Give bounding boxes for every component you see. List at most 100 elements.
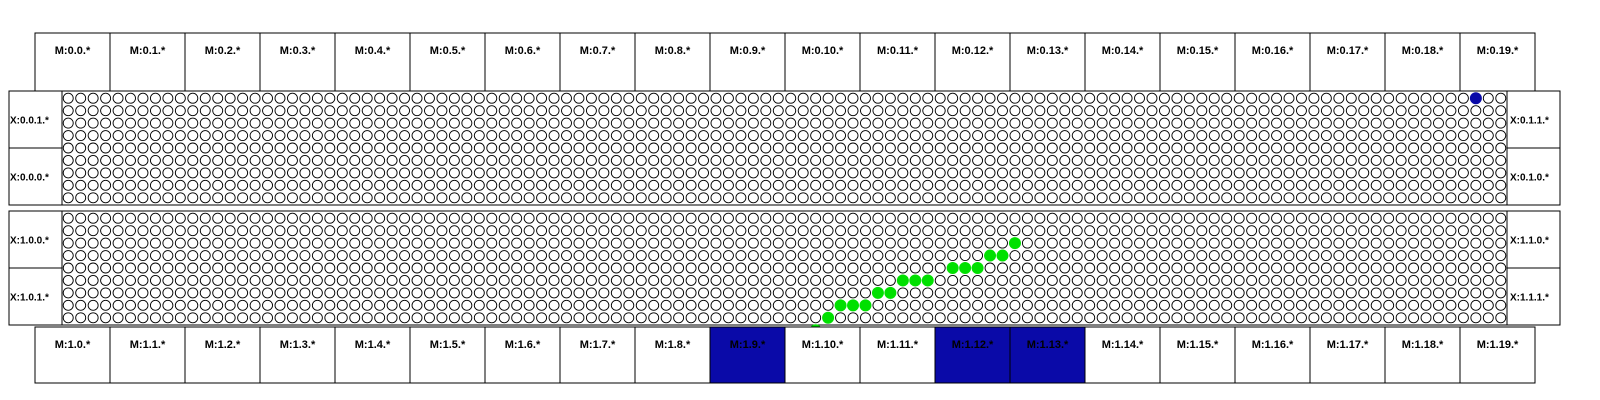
led-off: [1408, 192, 1420, 204]
led-off: [62, 250, 74, 262]
led-off: [1383, 312, 1395, 324]
led-off: [1221, 212, 1233, 224]
led-off: [1482, 167, 1494, 179]
led-off: [1183, 237, 1195, 249]
led-off: [1034, 154, 1046, 166]
led-off: [62, 130, 74, 142]
module-label: M:0.15.*: [1177, 45, 1219, 57]
led-off: [1283, 274, 1295, 286]
led-off: [386, 117, 398, 129]
led-off: [1383, 179, 1395, 191]
led-off: [112, 225, 124, 237]
led-off: [1333, 142, 1345, 154]
led-off: [947, 179, 959, 191]
led-off: [1258, 299, 1270, 311]
led-off: [561, 142, 572, 154]
led-off: [125, 130, 136, 142]
led-off: [573, 312, 585, 324]
led-off: [1096, 142, 1108, 154]
led-off: [299, 312, 311, 324]
led-off: [648, 130, 660, 142]
led-off: [336, 154, 348, 166]
led-off: [212, 250, 224, 262]
led-off: [1383, 299, 1395, 311]
led-off: [486, 154, 498, 166]
led-off: [747, 237, 759, 249]
led-off: [810, 117, 822, 129]
led-off: [897, 92, 909, 104]
led-off: [1021, 142, 1033, 154]
led-off: [262, 225, 273, 237]
led-lit-blue: [1469, 92, 1482, 105]
led-off: [448, 225, 460, 237]
led-off: [311, 92, 323, 104]
module-label: M:1.5.*: [430, 339, 466, 351]
led-off: [299, 142, 311, 154]
led-off: [1420, 179, 1432, 191]
led-off: [1059, 212, 1071, 224]
led-off: [660, 142, 672, 154]
led-off: [87, 179, 99, 191]
led-off: [847, 130, 859, 142]
led-off: [648, 312, 660, 324]
led-off: [1370, 154, 1382, 166]
led-off: [386, 312, 398, 324]
led-off: [461, 130, 473, 142]
led-off: [1271, 117, 1282, 129]
led-off: [1009, 179, 1021, 191]
led-off: [448, 212, 460, 224]
led-off: [1283, 130, 1295, 142]
led-off: [1196, 262, 1208, 274]
led-off: [909, 237, 921, 249]
led-off: [1183, 312, 1195, 324]
led-off: [1158, 262, 1170, 274]
panel-label-box-left: [8, 210, 63, 269]
led-off: [797, 92, 809, 104]
led-off: [648, 179, 660, 191]
led-off: [1046, 192, 1058, 204]
led-off: [760, 299, 772, 311]
led-off: [1221, 105, 1233, 117]
led-off: [523, 117, 535, 129]
led-off: [436, 117, 448, 129]
led-off: [972, 154, 984, 166]
led-off: [224, 92, 236, 104]
led-off: [311, 225, 323, 237]
led-off: [872, 167, 884, 179]
led-off: [1046, 117, 1058, 129]
led-off: [349, 212, 361, 224]
led-off: [1358, 92, 1370, 104]
led-off: [523, 287, 535, 299]
led-off: [125, 312, 136, 324]
led-off: [1358, 262, 1370, 274]
led-off: [162, 312, 174, 324]
led-off: [461, 262, 473, 274]
led-off: [1034, 179, 1046, 191]
led-lit-green: [921, 274, 934, 287]
led-off: [75, 117, 87, 129]
led-off: [1208, 237, 1220, 249]
led-off: [162, 142, 174, 154]
led-off: [1246, 299, 1258, 311]
led-off: [1183, 299, 1195, 311]
led-off: [1221, 92, 1233, 104]
led-off: [673, 179, 685, 191]
led-off: [1308, 312, 1320, 324]
led-off: [1395, 274, 1407, 286]
led-off: [635, 92, 647, 104]
led-off: [448, 105, 460, 117]
led-off: [598, 179, 610, 191]
led-off: [1158, 192, 1170, 204]
led-off: [62, 299, 74, 311]
led-off: [1308, 287, 1320, 299]
led-off: [212, 154, 224, 166]
led-off: [1320, 262, 1332, 274]
module-label: M:0.0.*: [55, 45, 91, 57]
led-off: [1445, 312, 1457, 324]
led-off: [1345, 192, 1357, 204]
led-off: [735, 92, 747, 104]
led-off: [747, 262, 759, 274]
led-off: [1358, 117, 1370, 129]
led-off: [1208, 92, 1220, 104]
led-off: [573, 117, 585, 129]
